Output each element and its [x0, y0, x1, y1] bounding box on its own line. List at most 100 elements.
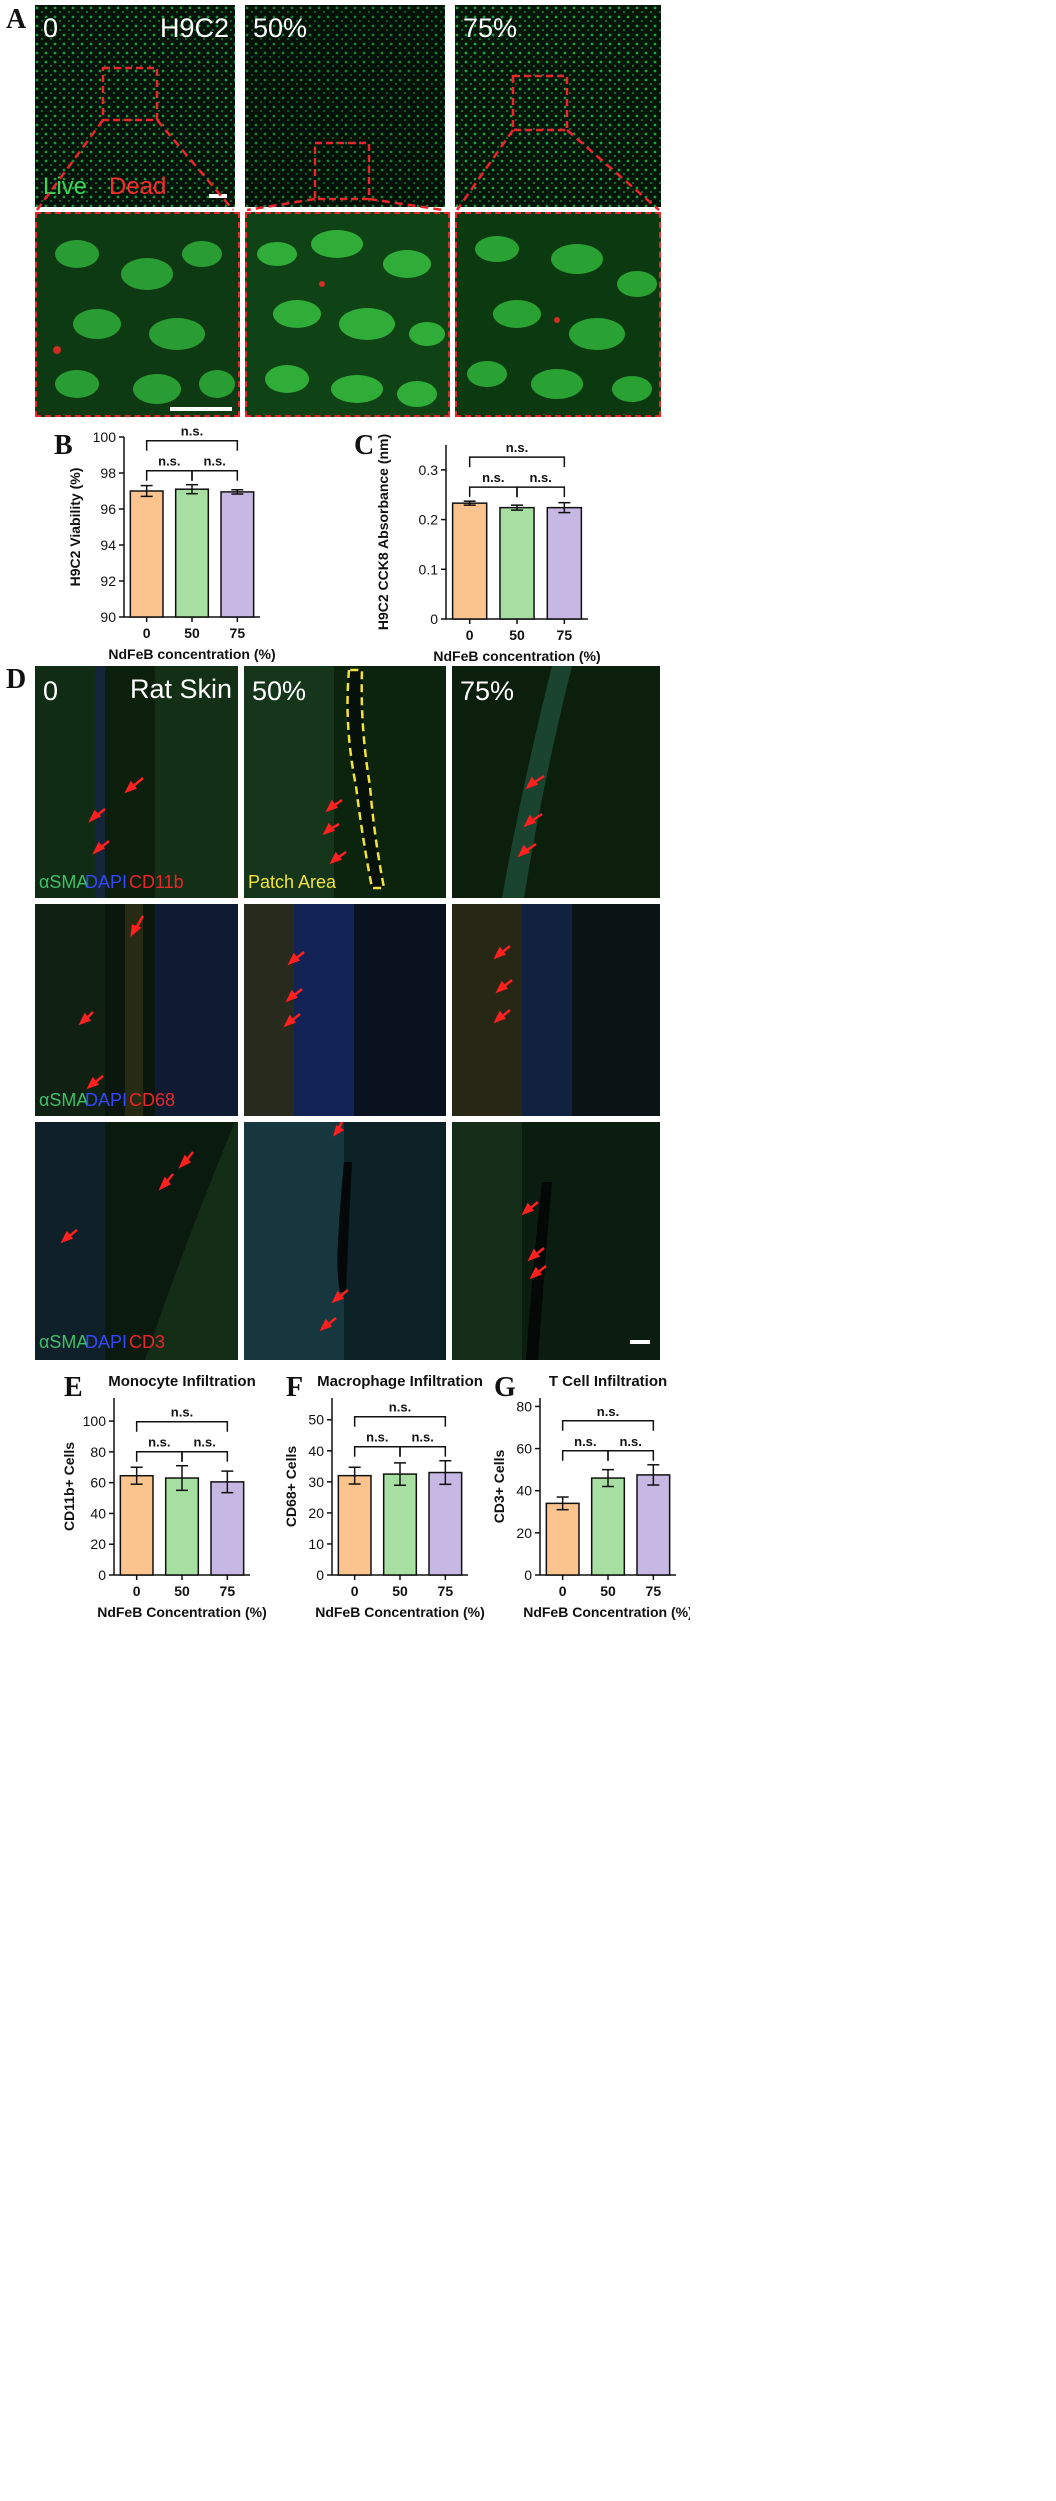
- stain-dapi: DAPI: [85, 1332, 128, 1352]
- bar: [119, 1474, 154, 1576]
- sig-bracket-0-75-label: n.s.: [389, 1400, 411, 1415]
- scale-bar: [630, 1340, 650, 1344]
- sig-bracket-0-50-label: n.s.: [148, 1435, 170, 1450]
- sig-bracket-0-75: [145, 439, 239, 451]
- sig-bracket-0-75: [561, 1420, 655, 1431]
- y-tick-label: 0: [98, 1567, 106, 1583]
- tissue-field: [35, 904, 238, 1116]
- patch-outline: [346, 668, 386, 890]
- x-tick-label: 0: [559, 1583, 567, 1599]
- x-tick-label: 50: [600, 1583, 616, 1599]
- tissue-field: [35, 1122, 238, 1360]
- chart-title: Macrophage Infiltration: [317, 1373, 483, 1390]
- cell-line-label: H9C2: [159, 13, 229, 43]
- sig-bracket-0-50-label: n.s.: [366, 1430, 388, 1445]
- condition-label: 50%: [252, 676, 307, 706]
- x-tick-label: 0: [133, 1583, 141, 1599]
- panel-label-f: F: [286, 1372, 304, 1403]
- viability-chart: 90 92 94 96 98 100 0 50 75 n.s. n.s. n.s. NdFeB conc…: [67, 425, 276, 662]
- tissue-field: [452, 1122, 650, 1360]
- sig-bracket-0-50: [468, 486, 518, 498]
- if-image-cd11b-50: 50% Patch Area: [244, 666, 446, 898]
- y-axis-label: CD68+ Cells: [283, 1446, 299, 1528]
- y-tick-label: 10: [308, 1536, 324, 1552]
- if-image-cd68-50: [244, 904, 446, 1116]
- y-axis-label: CD11b+ Cells: [61, 1442, 77, 1531]
- stain-dapi: DAPI: [85, 872, 128, 892]
- if-image-cd3-0: αSMA DAPI CD3: [35, 1122, 238, 1360]
- y-tick-label: 40: [516, 1483, 532, 1499]
- sig-bracket-0-50: [145, 469, 193, 481]
- sig-bracket-0-50-label: n.s.: [574, 1434, 596, 1449]
- y-tick-label: 0: [316, 1567, 324, 1583]
- bar: [337, 1474, 372, 1576]
- x-tick-label: 50: [184, 625, 200, 641]
- if-image-cd68-0: αSMA DAPI CD68: [35, 904, 238, 1116]
- y-tick-label: 0: [430, 611, 438, 627]
- panel-label-d: D: [6, 664, 27, 695]
- y-tick-label: 40: [90, 1505, 106, 1521]
- if-image-cd68-75: [452, 904, 660, 1116]
- y-tick-label: 60: [90, 1475, 106, 1491]
- x-axis-label: NdFeB concentration (%): [108, 646, 275, 662]
- x-tick-label: 0: [143, 625, 151, 641]
- bar: [129, 490, 164, 618]
- y-tick-label: 80: [516, 1398, 532, 1414]
- sig-bracket-0-75-label: n.s.: [171, 1405, 193, 1420]
- y-tick-label: 40: [308, 1443, 324, 1459]
- sig-bracket-0-75-label: n.s.: [506, 440, 528, 455]
- stain-asma: αSMA: [39, 872, 89, 892]
- x-tick-label: 50: [509, 627, 525, 643]
- stain-marker: CD3: [129, 1332, 166, 1352]
- cell-field: [467, 236, 657, 402]
- sig-bracket-0-50-label: n.s.: [482, 470, 504, 485]
- bar: [545, 1502, 580, 1576]
- panel-label-g: G: [494, 1372, 516, 1403]
- bar: [546, 506, 583, 620]
- cell-field: [257, 230, 445, 407]
- x-axis-label: NdFeB concentration (%): [433, 648, 600, 664]
- y-tick-label: 30: [308, 1474, 324, 1490]
- zoom-box: [101, 66, 159, 122]
- x-tick-label: 0: [351, 1583, 359, 1599]
- x-tick-label: 75: [646, 1583, 662, 1599]
- sig-bracket-50-75: [607, 1450, 655, 1461]
- y-tick-label: 100: [83, 1413, 107, 1429]
- bar: [428, 1471, 463, 1576]
- stain-asma: αSMA: [39, 1332, 89, 1352]
- condition-label: 50%: [253, 13, 308, 43]
- panel-label-b: B: [54, 430, 73, 461]
- zoom-box: [511, 74, 569, 132]
- y-tick-label: 20: [90, 1536, 106, 1552]
- sig-bracket-0-50: [561, 1450, 609, 1461]
- bar: [220, 491, 255, 618]
- y-axis-label: H9C2 Viability (%): [67, 468, 83, 587]
- zoom-image-50: [245, 212, 450, 417]
- y-axis-label: CD3+ Cells: [491, 1450, 507, 1524]
- sig-bracket-0-50: [353, 1445, 401, 1457]
- zoom-image-75: [455, 212, 661, 417]
- sig-bracket-0-75-label: n.s.: [181, 425, 203, 439]
- condition-label: 0: [43, 13, 59, 43]
- live-dead-image-75: 75%: [455, 5, 661, 207]
- scale-bar: [209, 194, 227, 198]
- zoom-box: [313, 141, 371, 201]
- tissue-field: [244, 904, 354, 1116]
- scale-bar: [170, 407, 232, 411]
- condition-label: 75%: [460, 676, 515, 706]
- panel-label-a: A: [6, 4, 27, 35]
- stain-marker: CD68: [129, 1090, 176, 1110]
- tissue-field: [35, 666, 238, 898]
- macrophage-chart: Macrophage Infiltration 0 10 20 30 40 50 0 50 75 n…: [283, 1373, 485, 1620]
- tissue-field: [502, 666, 572, 898]
- live-dead-image-50: 50%: [245, 5, 445, 207]
- y-tick-label: 0: [524, 1567, 532, 1583]
- panel-label-e: E: [64, 1372, 83, 1403]
- sig-bracket-0-75-label: n.s.: [597, 1404, 619, 1419]
- y-axis-label: H9C2 CCK8 Absorbance (nm): [375, 434, 391, 630]
- if-image-cd3-50: [244, 1122, 446, 1360]
- y-tick-label: 0.2: [419, 512, 439, 528]
- chart-title: Monocyte Infiltration: [108, 1373, 256, 1390]
- y-tick-label: 92: [100, 573, 116, 589]
- bar: [590, 1477, 626, 1576]
